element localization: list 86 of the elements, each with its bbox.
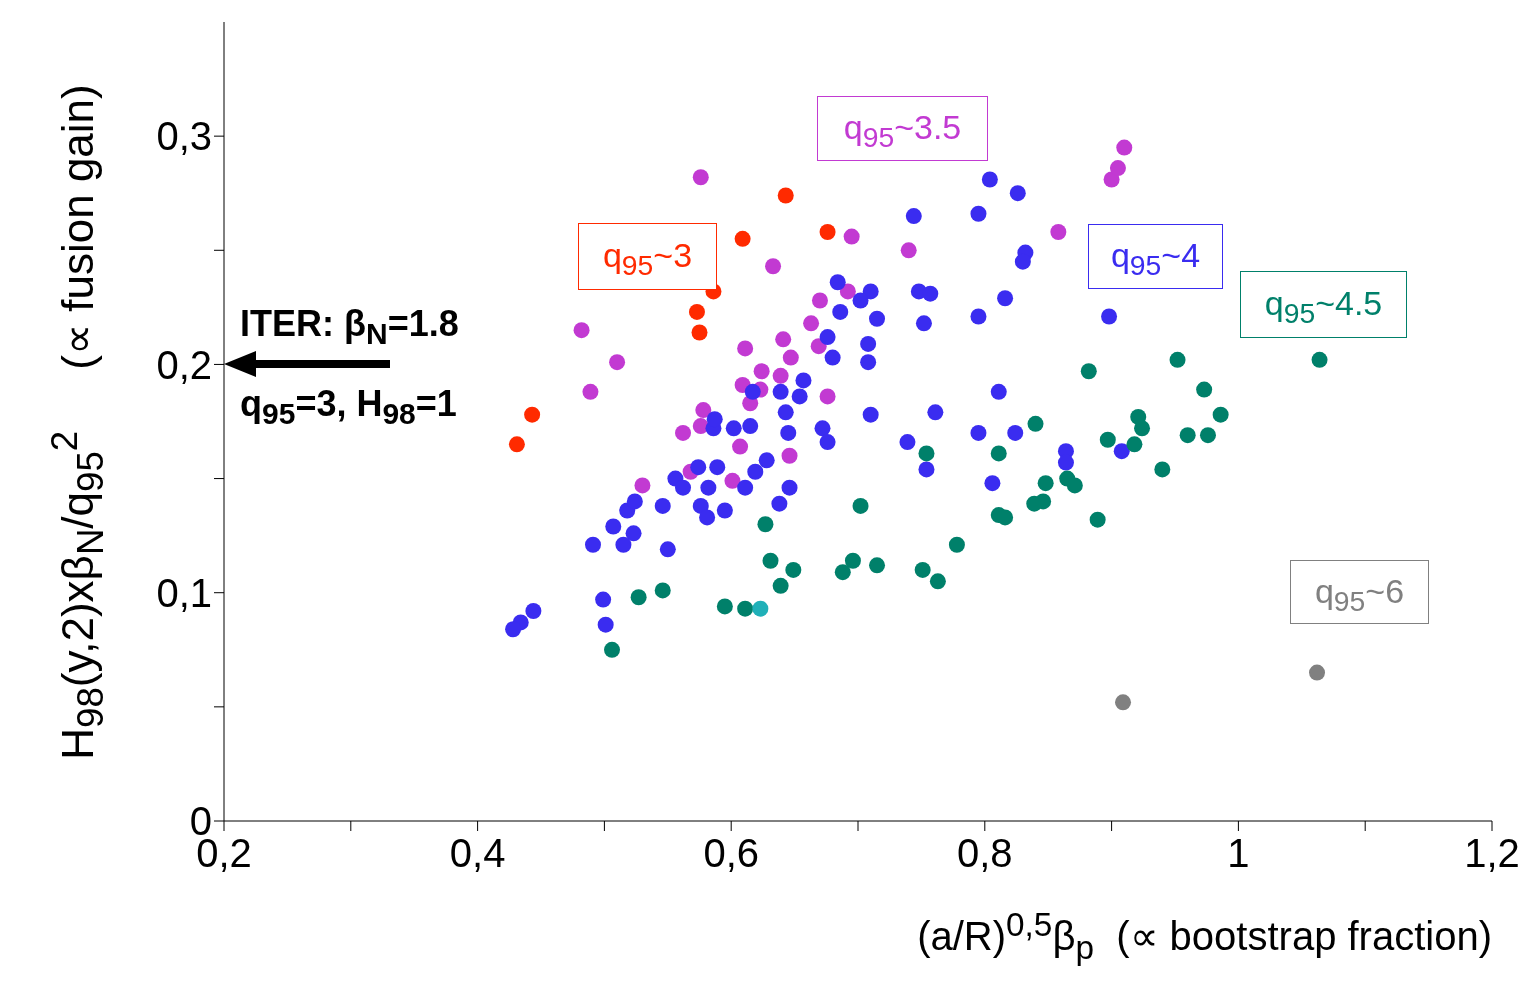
x-tick-label: 1 (1227, 831, 1250, 876)
point (695, 402, 712, 419)
point (803, 315, 820, 332)
point (737, 340, 754, 357)
point (1311, 351, 1328, 368)
point (1080, 363, 1097, 380)
point (843, 228, 860, 245)
point (604, 641, 621, 658)
point (844, 552, 861, 569)
point (508, 436, 525, 453)
point (785, 561, 802, 578)
point (990, 445, 1007, 462)
annotation: ITER: β$_{N}$=1.8 (240, 302, 459, 353)
series-label: q$_{95}$~6 (1290, 560, 1429, 624)
annotation: q$_{95}$=3, H$_{98}$=1 (240, 382, 457, 433)
point (1126, 436, 1143, 453)
point (819, 224, 836, 241)
point (997, 509, 1014, 526)
point (834, 564, 851, 581)
point (634, 477, 651, 494)
point (1116, 139, 1133, 156)
point (716, 598, 733, 615)
point (1050, 224, 1067, 241)
point (1037, 475, 1054, 492)
point (1115, 694, 1132, 711)
point (1027, 415, 1044, 432)
x-axis-title: (a/R)$^{0,5}$β$_{p}$ (∝ bootstrap fraction) (917, 906, 1492, 968)
point (918, 445, 935, 462)
point (1309, 664, 1326, 681)
point (1196, 381, 1213, 398)
point (1109, 160, 1126, 177)
point (1212, 406, 1229, 423)
point (782, 349, 799, 366)
point (1099, 431, 1116, 448)
point (675, 424, 692, 441)
point (692, 169, 709, 186)
point (753, 363, 770, 380)
point (869, 557, 886, 574)
x-tick-label: 1,2 (1464, 831, 1520, 876)
series-label: q$_{95}$~3 (578, 223, 717, 290)
point (1066, 477, 1083, 494)
point (781, 447, 798, 464)
point (811, 292, 828, 309)
point (757, 516, 774, 533)
point (839, 283, 856, 300)
point (777, 187, 794, 204)
text: q$_{95}$~3.5 (817, 96, 988, 161)
y-tick-label: 0,2 (156, 342, 212, 387)
point (734, 230, 751, 247)
point (772, 367, 789, 384)
x-tick-label: 0,4 (449, 831, 506, 876)
point (609, 354, 626, 371)
point (900, 242, 917, 259)
series-label: q$_{95}$~4 (1088, 224, 1223, 289)
series-label: q$_{95}$~4.5 (1240, 271, 1407, 338)
x-tick-label: 0,6 (703, 831, 759, 876)
point (654, 582, 671, 599)
point (1199, 427, 1216, 444)
point (1035, 493, 1052, 510)
point (819, 388, 836, 405)
point (582, 383, 599, 400)
point (752, 600, 769, 617)
point (948, 536, 965, 553)
point (929, 573, 946, 590)
point (1179, 427, 1196, 444)
point (1154, 461, 1171, 478)
point (724, 472, 741, 489)
y-tick-label: 0,1 (156, 570, 212, 615)
point (765, 258, 782, 275)
point (852, 497, 869, 514)
point (1089, 511, 1106, 528)
point (762, 552, 779, 569)
point (573, 322, 590, 339)
y-tick-label: 0,3 (156, 114, 212, 159)
point (1134, 420, 1151, 437)
point (737, 600, 754, 617)
point (1169, 351, 1186, 368)
point (772, 577, 789, 594)
point (775, 331, 792, 348)
point (691, 324, 708, 341)
point (732, 438, 749, 455)
point (914, 561, 931, 578)
point (524, 406, 541, 423)
point (688, 303, 705, 320)
point (630, 589, 647, 606)
x-tick-label: 0,8 (957, 831, 1013, 876)
